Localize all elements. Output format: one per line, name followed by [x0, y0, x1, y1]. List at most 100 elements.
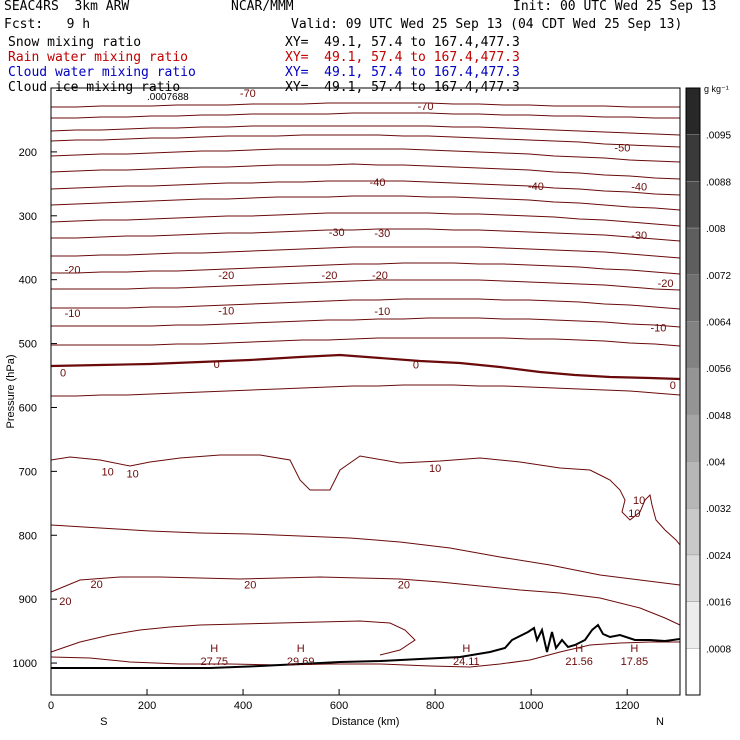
high-value-label: 21.56	[565, 656, 593, 668]
isotherm-line	[51, 384, 681, 397]
colorbar-segment	[685, 87, 701, 135]
isotherm-line	[51, 262, 681, 275]
colorbar-segment	[685, 507, 701, 556]
field-label-cloud-water: Cloud water mixing ratio	[8, 65, 196, 80]
colorbar-segment	[685, 227, 701, 276]
isotherm-line	[51, 337, 681, 347]
isotherm-label: -50	[614, 142, 630, 154]
isotherm-label: -40	[370, 177, 386, 189]
field-xy-snow: XY= 49.1, 57.4 to 167.4,477.3	[285, 35, 520, 50]
colorbar-tick-label: .008	[706, 224, 726, 235]
y-tick-label: 400	[19, 275, 37, 287]
isotherm-label: -20	[658, 278, 674, 290]
isotherm-line	[50, 195, 681, 211]
isotherm-label: 20	[59, 596, 71, 608]
north-label: N	[656, 716, 664, 728]
isotherm-20-line	[50, 576, 681, 626]
colorbar-tick-label: .0088	[706, 177, 731, 188]
high-value-label: 27.75	[200, 656, 228, 668]
isotherm-line	[50, 212, 681, 227]
isotherm-label: -10	[374, 306, 390, 318]
x-tick-label: 1200	[615, 700, 639, 712]
high-marker: H	[630, 643, 638, 655]
x-tick-label: 1000	[519, 700, 543, 712]
isotherm-contours	[50, 102, 681, 668]
isotherm-mid-line	[50, 524, 681, 586]
isotherm-label: -40	[528, 181, 544, 193]
top-clip-label: .0007688	[147, 92, 189, 103]
colorbar-frame	[685, 87, 701, 696]
isotherm-label: -30	[374, 228, 390, 240]
colorbar-tick-label: .004	[706, 458, 726, 469]
colorbar-segment	[685, 134, 701, 182]
colorbar-tick-label: .0095	[706, 131, 731, 142]
isotherm-10-line	[50, 454, 681, 546]
isotherm-line	[51, 298, 681, 310]
y-tick-label: 200	[19, 147, 37, 159]
colorbar-tick-label: .0008	[706, 644, 731, 655]
isotherm-label: 10	[633, 495, 645, 507]
isotherm-line	[51, 246, 681, 259]
model-title: SEAC4RS 3km ARW	[4, 0, 130, 14]
isotherm-label: 10	[102, 466, 114, 478]
isotherm-label: 0	[214, 359, 220, 371]
isotherm-line	[51, 228, 681, 242]
isotherm-line	[51, 279, 681, 291]
y-tick-label: 300	[19, 211, 37, 223]
isotherm-line	[51, 317, 681, 328]
colorbar-segment	[685, 274, 701, 322]
terrain-line	[51, 623, 681, 669]
isotherm-label: -10	[65, 308, 81, 320]
colorbar-tick-label: .0064	[706, 317, 731, 328]
colorbar-segment	[685, 554, 701, 602]
isotherm-label: 20	[90, 579, 102, 591]
isotherm-label: -20	[372, 270, 388, 282]
isotherm-label: 20	[398, 579, 410, 591]
colorbar-tick-label: .0016	[706, 598, 731, 609]
field-xy-rain: XY= 49.1, 57.4 to 167.4,477.3	[285, 50, 520, 65]
colorbar-unit-label: g kg⁻¹	[704, 84, 729, 94]
y-tick-label: 600	[19, 402, 37, 414]
isotherm-line	[50, 125, 681, 136]
high-value-label: 29.69	[287, 656, 315, 668]
x-tick-label: 200	[138, 700, 156, 712]
x-axis-label: Distance (km)	[332, 716, 400, 728]
terrain-group	[51, 623, 681, 669]
isotherm-label: -10	[218, 305, 234, 317]
isotherm-label: -20	[322, 270, 338, 282]
zero-degree-isotherm	[50, 353, 681, 381]
isotherm-label: -30	[631, 230, 647, 242]
isotherm-line	[50, 148, 681, 163]
valid-time: Valid: 09 UTC Wed 25 Sep 13 (04 CDT Wed …	[291, 17, 683, 32]
isotherm-label: 10	[628, 508, 640, 520]
colorbar: .0095 .0088 .008 .0072 .0064 .0056 .0048 .004 .0…	[685, 84, 731, 696]
isotherm-label: 0	[60, 367, 66, 379]
source-label: NCAR/MMM	[231, 0, 294, 14]
y-tick-label: 900	[19, 594, 37, 606]
y-tick-label: 800	[19, 530, 37, 542]
x-tick-label: 800	[426, 700, 444, 712]
colorbar-segment	[685, 321, 701, 369]
contour-labels: -70 -70 -50 -40 -40 -40 -30 -30 -30 -20 -20 -20 -20 -…	[59, 88, 676, 608]
colorbar-segment	[685, 601, 701, 649]
isotherm-label: 10	[429, 463, 441, 475]
high-marker: H	[297, 643, 305, 655]
y-tick-label: 700	[19, 466, 37, 478]
isotherm-label: -30	[329, 227, 345, 239]
isotherm-label: -70	[240, 88, 256, 100]
isotherm-lower-line	[50, 641, 680, 668]
forecast-hour: Fcst: 9 h	[4, 17, 91, 32]
y-axis-label: Pressure (hPa)	[5, 355, 17, 429]
isotherm-label: -40	[631, 181, 647, 193]
field-label-snow: Snow mixing ratio	[8, 35, 142, 50]
isotherm-line	[50, 180, 681, 196]
isotherm-line	[51, 112, 680, 119]
isotherm-line	[51, 102, 680, 108]
isotherm-line	[50, 163, 681, 180]
colorbar-tick-label: .0024	[706, 551, 731, 562]
y-tick-label: 1000	[13, 658, 37, 670]
isotherm-label: 0	[670, 380, 676, 392]
y-tick-label: 500	[19, 339, 37, 351]
isotherm-label: -10	[650, 323, 666, 335]
isotherm-inner-line	[50, 620, 416, 656]
